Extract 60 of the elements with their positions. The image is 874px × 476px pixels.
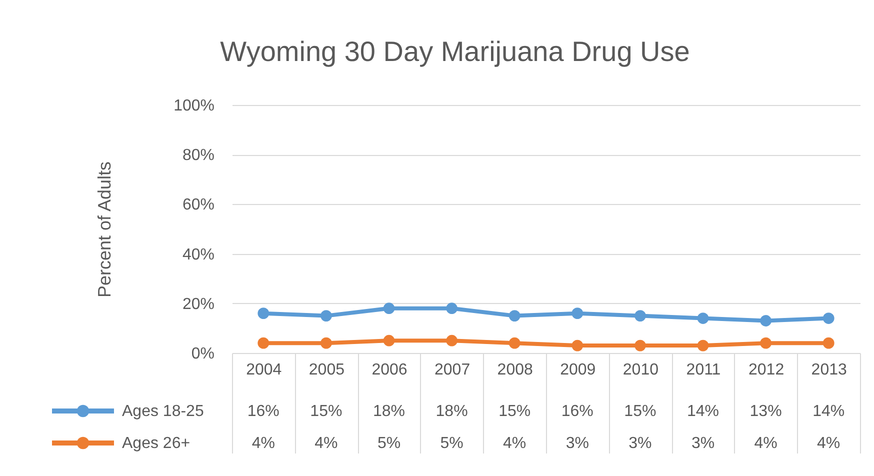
point <box>634 340 646 352</box>
data-label: 14% <box>812 403 845 420</box>
y-tick-label: 100% <box>174 98 214 114</box>
point <box>822 337 834 349</box>
point <box>760 337 772 349</box>
data-label: 16% <box>247 403 280 420</box>
data-label: 3% <box>691 435 715 452</box>
x-tick-label: 2011 <box>686 362 721 378</box>
data-label: 3% <box>566 435 589 452</box>
point <box>822 312 834 324</box>
y-tick-label: 80% <box>182 147 214 164</box>
x-tick-label: 2013 <box>811 362 847 378</box>
data-label: 4% <box>754 435 778 452</box>
point <box>634 310 646 322</box>
data-label: 16% <box>561 403 594 420</box>
x-tick-label: 2010 <box>622 362 659 378</box>
data-label: 15% <box>624 403 656 420</box>
point <box>383 302 395 314</box>
y-tick-label: 60% <box>182 196 214 214</box>
legend-label: Ages 26+ <box>122 435 190 452</box>
point <box>258 337 270 349</box>
data-label: 15% <box>310 403 342 420</box>
data-label: 5% <box>440 435 464 452</box>
x-tick-label: 2008 <box>497 362 533 378</box>
data-label: 4% <box>503 435 526 452</box>
data-label: 5% <box>377 435 401 452</box>
point <box>320 337 332 349</box>
data-label: 18% <box>436 403 468 420</box>
point <box>508 310 520 322</box>
x-tick-label: 2012 <box>748 362 784 378</box>
point <box>572 308 584 320</box>
x-tick-label: 2004 <box>246 362 282 378</box>
point <box>383 334 395 346</box>
point <box>760 315 772 326</box>
point <box>320 310 332 322</box>
y-tick-label: 20% <box>182 296 214 313</box>
point <box>697 340 709 352</box>
point <box>446 302 458 314</box>
y-tick-label: 40% <box>182 246 214 264</box>
data-label: 4% <box>252 435 275 452</box>
data-label: 18% <box>372 403 406 420</box>
x-tick-label: 2006 <box>372 362 408 378</box>
data-label: 4% <box>817 435 840 452</box>
point <box>697 312 709 324</box>
point <box>446 334 458 346</box>
legend-label: Ages 18-25 <box>122 403 204 420</box>
data-label: 15% <box>498 403 531 420</box>
point <box>508 337 520 349</box>
x-tick-label: 2009 <box>560 362 596 378</box>
x-tick-label: 2005 <box>308 362 345 378</box>
point <box>258 308 270 320</box>
data-label: 13% <box>750 403 782 420</box>
data-label: 4% <box>314 435 338 452</box>
data-label: 3% <box>628 435 652 452</box>
y-tick-label: 0% <box>191 346 214 362</box>
point <box>572 340 584 352</box>
chart-title: Wyoming 30 Day Marijuana Drug Use <box>220 36 690 67</box>
y-axis-title: Percent of Adults <box>94 161 114 298</box>
x-tick-label: 2007 <box>434 362 470 378</box>
data-label: 14% <box>686 403 720 420</box>
